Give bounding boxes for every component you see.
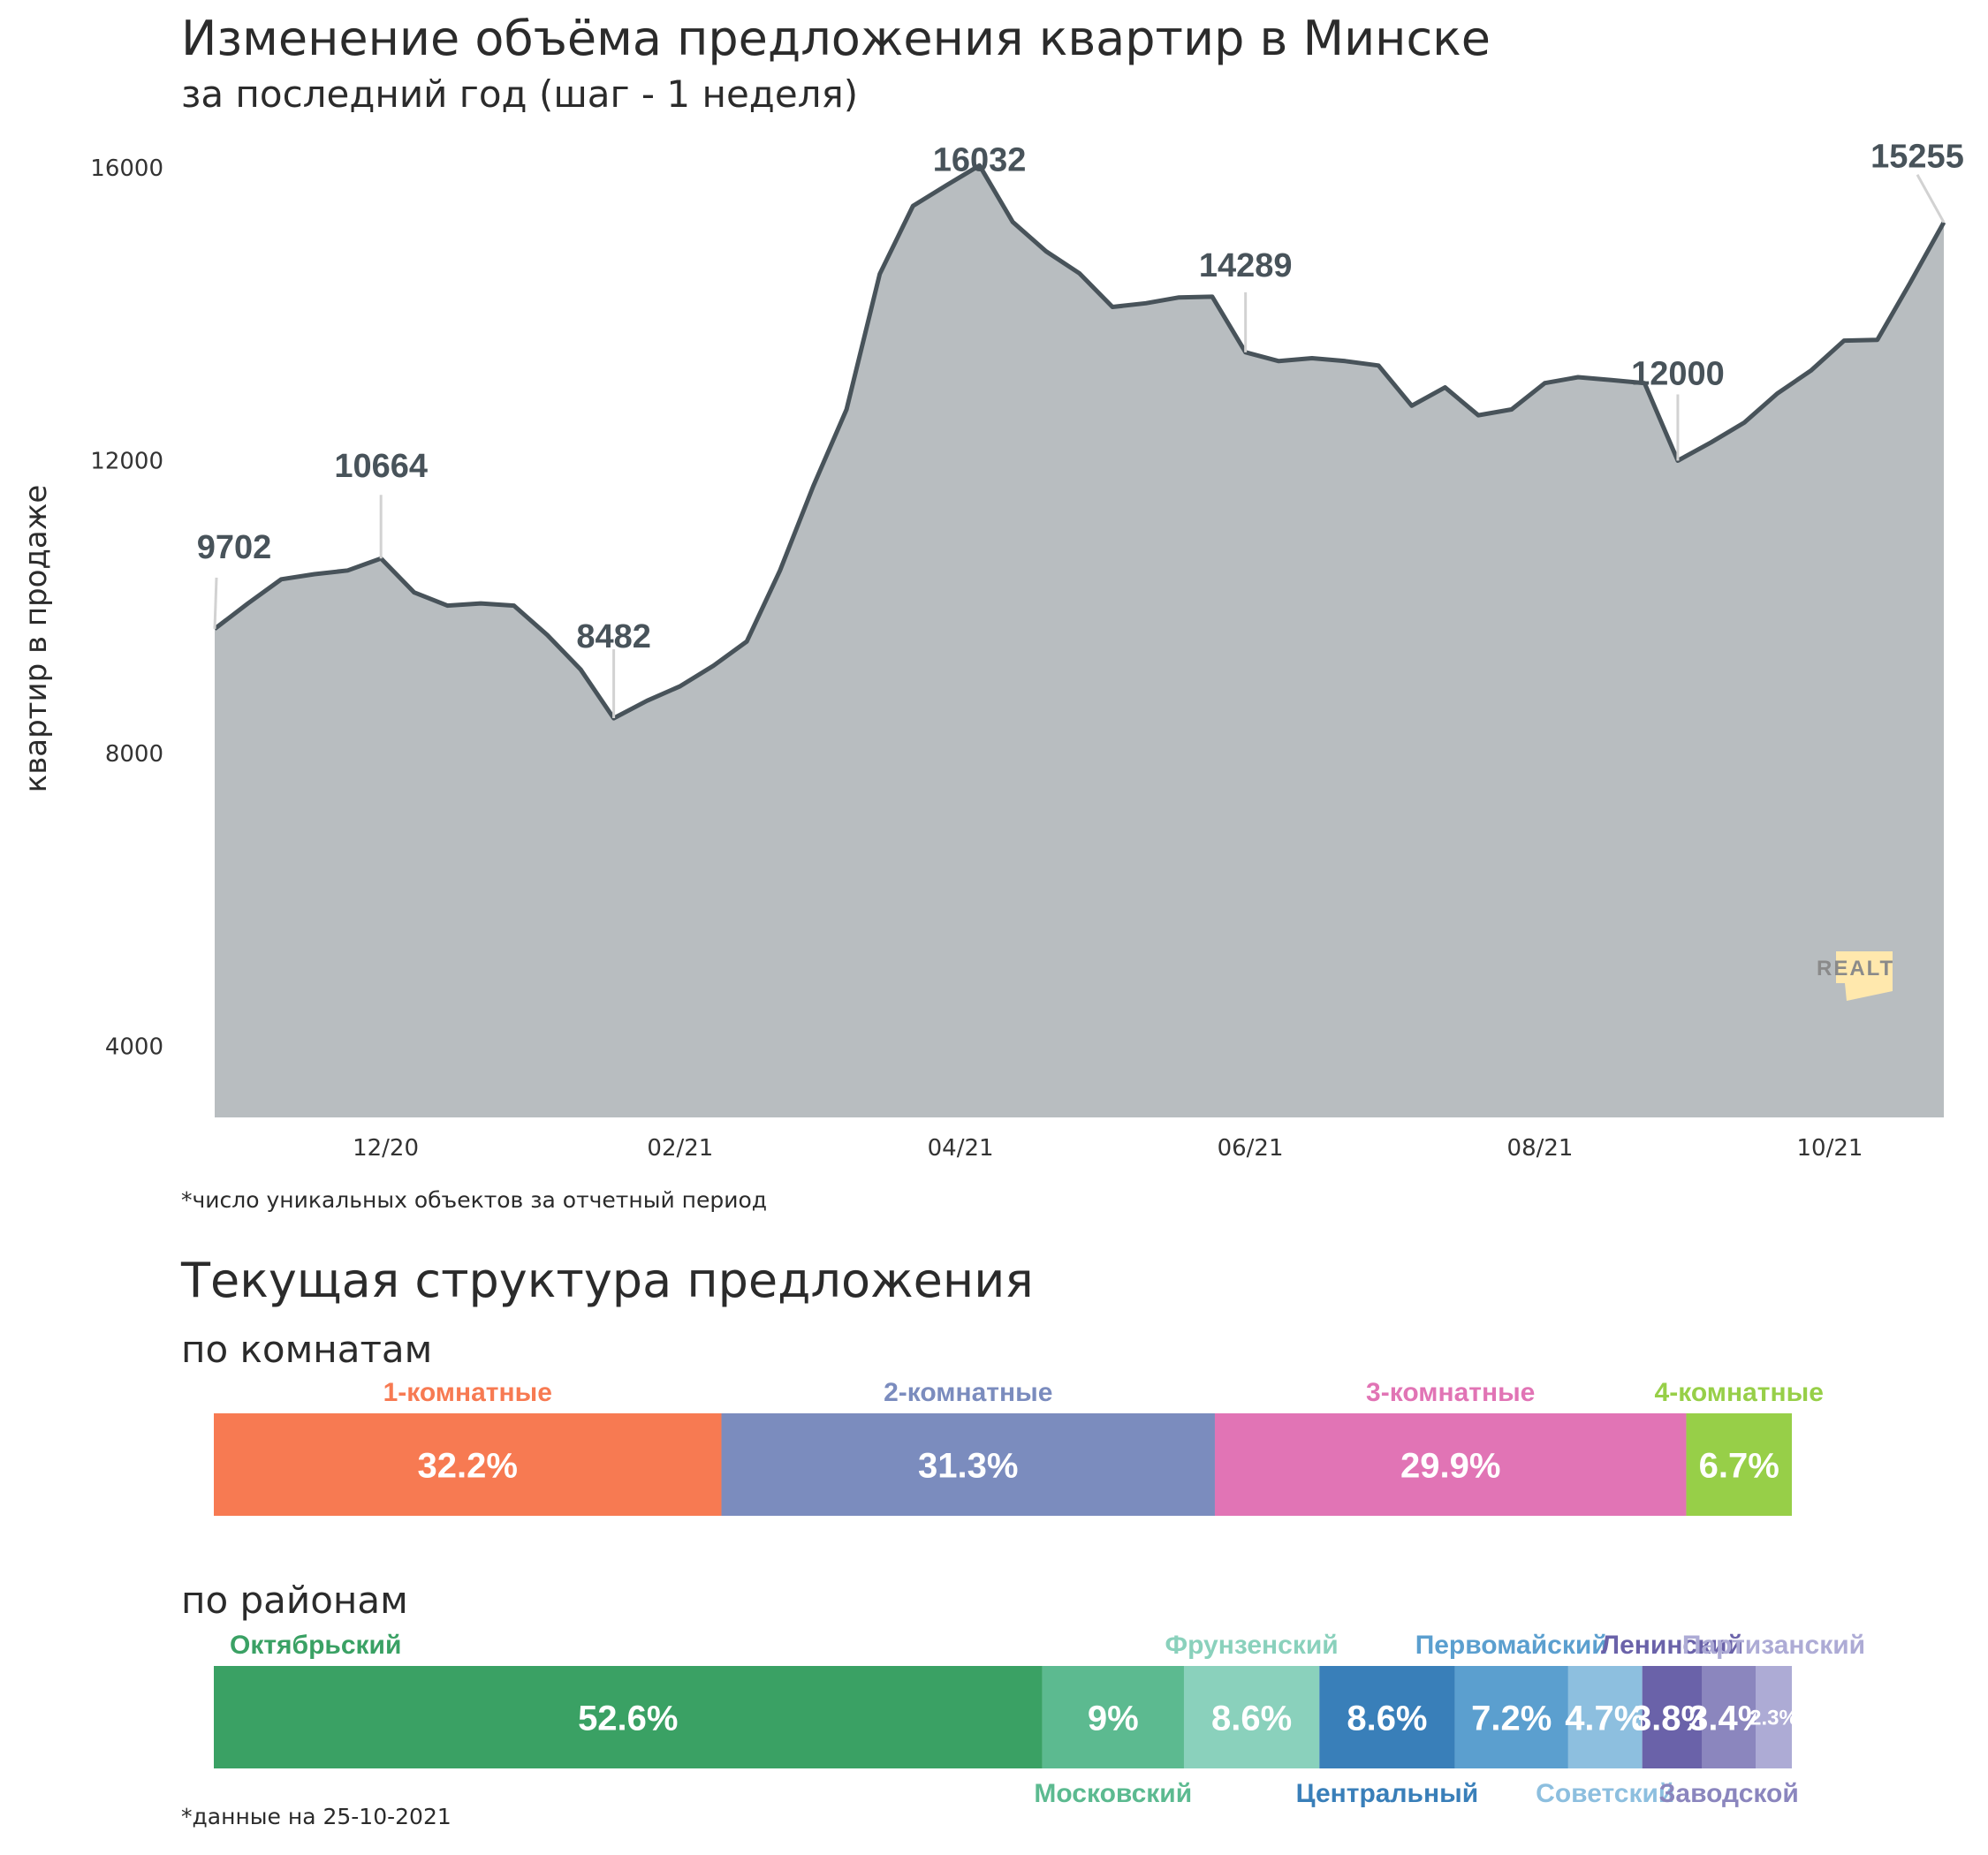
districts-title: по районам: [181, 1579, 408, 1622]
bar-value-label: 29.9%: [1400, 1446, 1500, 1485]
annotation-label: 16032: [933, 141, 1027, 178]
bar-value-label: 6.7%: [1699, 1446, 1779, 1485]
bar-category-label: Московский: [1034, 1779, 1192, 1808]
bar-segment: [1042, 1666, 1184, 1768]
bar-value-label: 31.3%: [918, 1446, 1018, 1485]
bar-segment: [214, 1666, 1043, 1768]
y-tick-label: 12000: [90, 449, 163, 475]
bar-segment: [1756, 1666, 1792, 1768]
realt-logo-tag-tail: [1845, 983, 1893, 1001]
bar-value-label: 3.8%: [1632, 1699, 1712, 1738]
annotation-leader: [213, 577, 218, 629]
annotation-label: 8482: [576, 618, 651, 655]
bar-segment: [1214, 1413, 1687, 1516]
bar-value-label: 32.2%: [418, 1446, 518, 1485]
bar-segment: [1319, 1666, 1455, 1768]
area-chart: 4000 8000 12000 16000 12/20 02/21 04/21 06/21 08…: [19, 139, 1964, 1162]
bar-segment: [1702, 1666, 1757, 1768]
bar-value-label: 4.7%: [1565, 1699, 1645, 1738]
bar-category-label: Первомайский: [1415, 1631, 1608, 1660]
data-date-note: *данные на 25-10-2021: [181, 1804, 451, 1829]
annotation-label: 12000: [1631, 356, 1725, 393]
bar-value-label: 9%: [1088, 1699, 1139, 1738]
series-line: [213, 163, 1946, 721]
bar-category-label: Советский: [1536, 1779, 1674, 1808]
series-area: [215, 165, 1944, 1117]
y-tick-label: 8000: [105, 741, 163, 768]
bar-category-label: Заводской: [1659, 1779, 1799, 1808]
bar-category-label: 1-комнатные: [383, 1378, 552, 1407]
x-tick-label: 08/21: [1507, 1135, 1574, 1162]
y-tick-label: 16000: [90, 155, 163, 182]
bar-value-label: 52.6%: [578, 1699, 678, 1738]
annotation-label: 10664: [334, 448, 428, 485]
bar-segment: [1642, 1666, 1703, 1768]
bar-category-label: 4-комнатные: [1655, 1378, 1824, 1407]
y-tick-label: 4000: [105, 1034, 163, 1061]
bar-category-label: Партизанский: [1682, 1631, 1865, 1660]
page-title: Изменение объёма предложения квартир в М…: [181, 11, 1491, 66]
bar-segment: [214, 1413, 722, 1516]
bar-segment: [1686, 1413, 1792, 1516]
x-tick-label: 04/21: [928, 1135, 994, 1162]
bar-category-label: Центральный: [1296, 1779, 1478, 1808]
x-tick-label: 12/20: [353, 1135, 419, 1162]
bar-value-label: 7.2%: [1471, 1699, 1552, 1738]
bar-segment: [721, 1413, 1215, 1516]
x-tick-label: 02/21: [647, 1135, 713, 1162]
rooms-stacked-bar: 32.2% 1-комнатные 31.3% 2-комнатные 29.9% 3-к…: [214, 1378, 1824, 1516]
rooms-title: по комнатам: [181, 1328, 433, 1371]
annotation-leader: [1916, 174, 1946, 223]
realt-logo: REALT: [1817, 957, 1894, 980]
bar-value-label: 2.3%: [1749, 1707, 1798, 1730]
page-subtitle: за последний год (шаг - 1 неделя): [181, 72, 859, 116]
x-tick-label: 10/21: [1796, 1135, 1863, 1162]
bar-category-label: 3-комнатные: [1366, 1378, 1535, 1407]
bar-value-label: 8.6%: [1211, 1699, 1292, 1738]
annotation-label: 15255: [1870, 139, 1964, 176]
bar-segment: [1183, 1666, 1320, 1768]
realt-logo-tag: [1836, 951, 1893, 983]
chart-footnote: *число уникальных объектов за отчетный п…: [181, 1187, 768, 1213]
annotation-label: 14289: [1199, 247, 1293, 284]
x-tick-label: 06/21: [1218, 1135, 1284, 1162]
bar-value-label: 8.6%: [1347, 1699, 1427, 1738]
bar-category-label: Ленинский: [1601, 1631, 1743, 1660]
bar-category-label: 2-комнатные: [884, 1378, 1052, 1407]
annotation-label: 9702: [197, 529, 272, 566]
bar-segment: [1567, 1666, 1643, 1768]
bar-segment: [1454, 1666, 1568, 1768]
bar-category-label: Фрунзенский: [1165, 1631, 1338, 1660]
districts-stacked-bar: 52.6% Октябрьский 9% Московский 8.6% Фрунзенс…: [214, 1631, 1865, 1808]
y-axis-label: квартир в продаже: [19, 485, 54, 793]
structure-title: Текущая структура предложения: [181, 1253, 1034, 1308]
bar-category-label: Октябрьский: [230, 1631, 401, 1660]
